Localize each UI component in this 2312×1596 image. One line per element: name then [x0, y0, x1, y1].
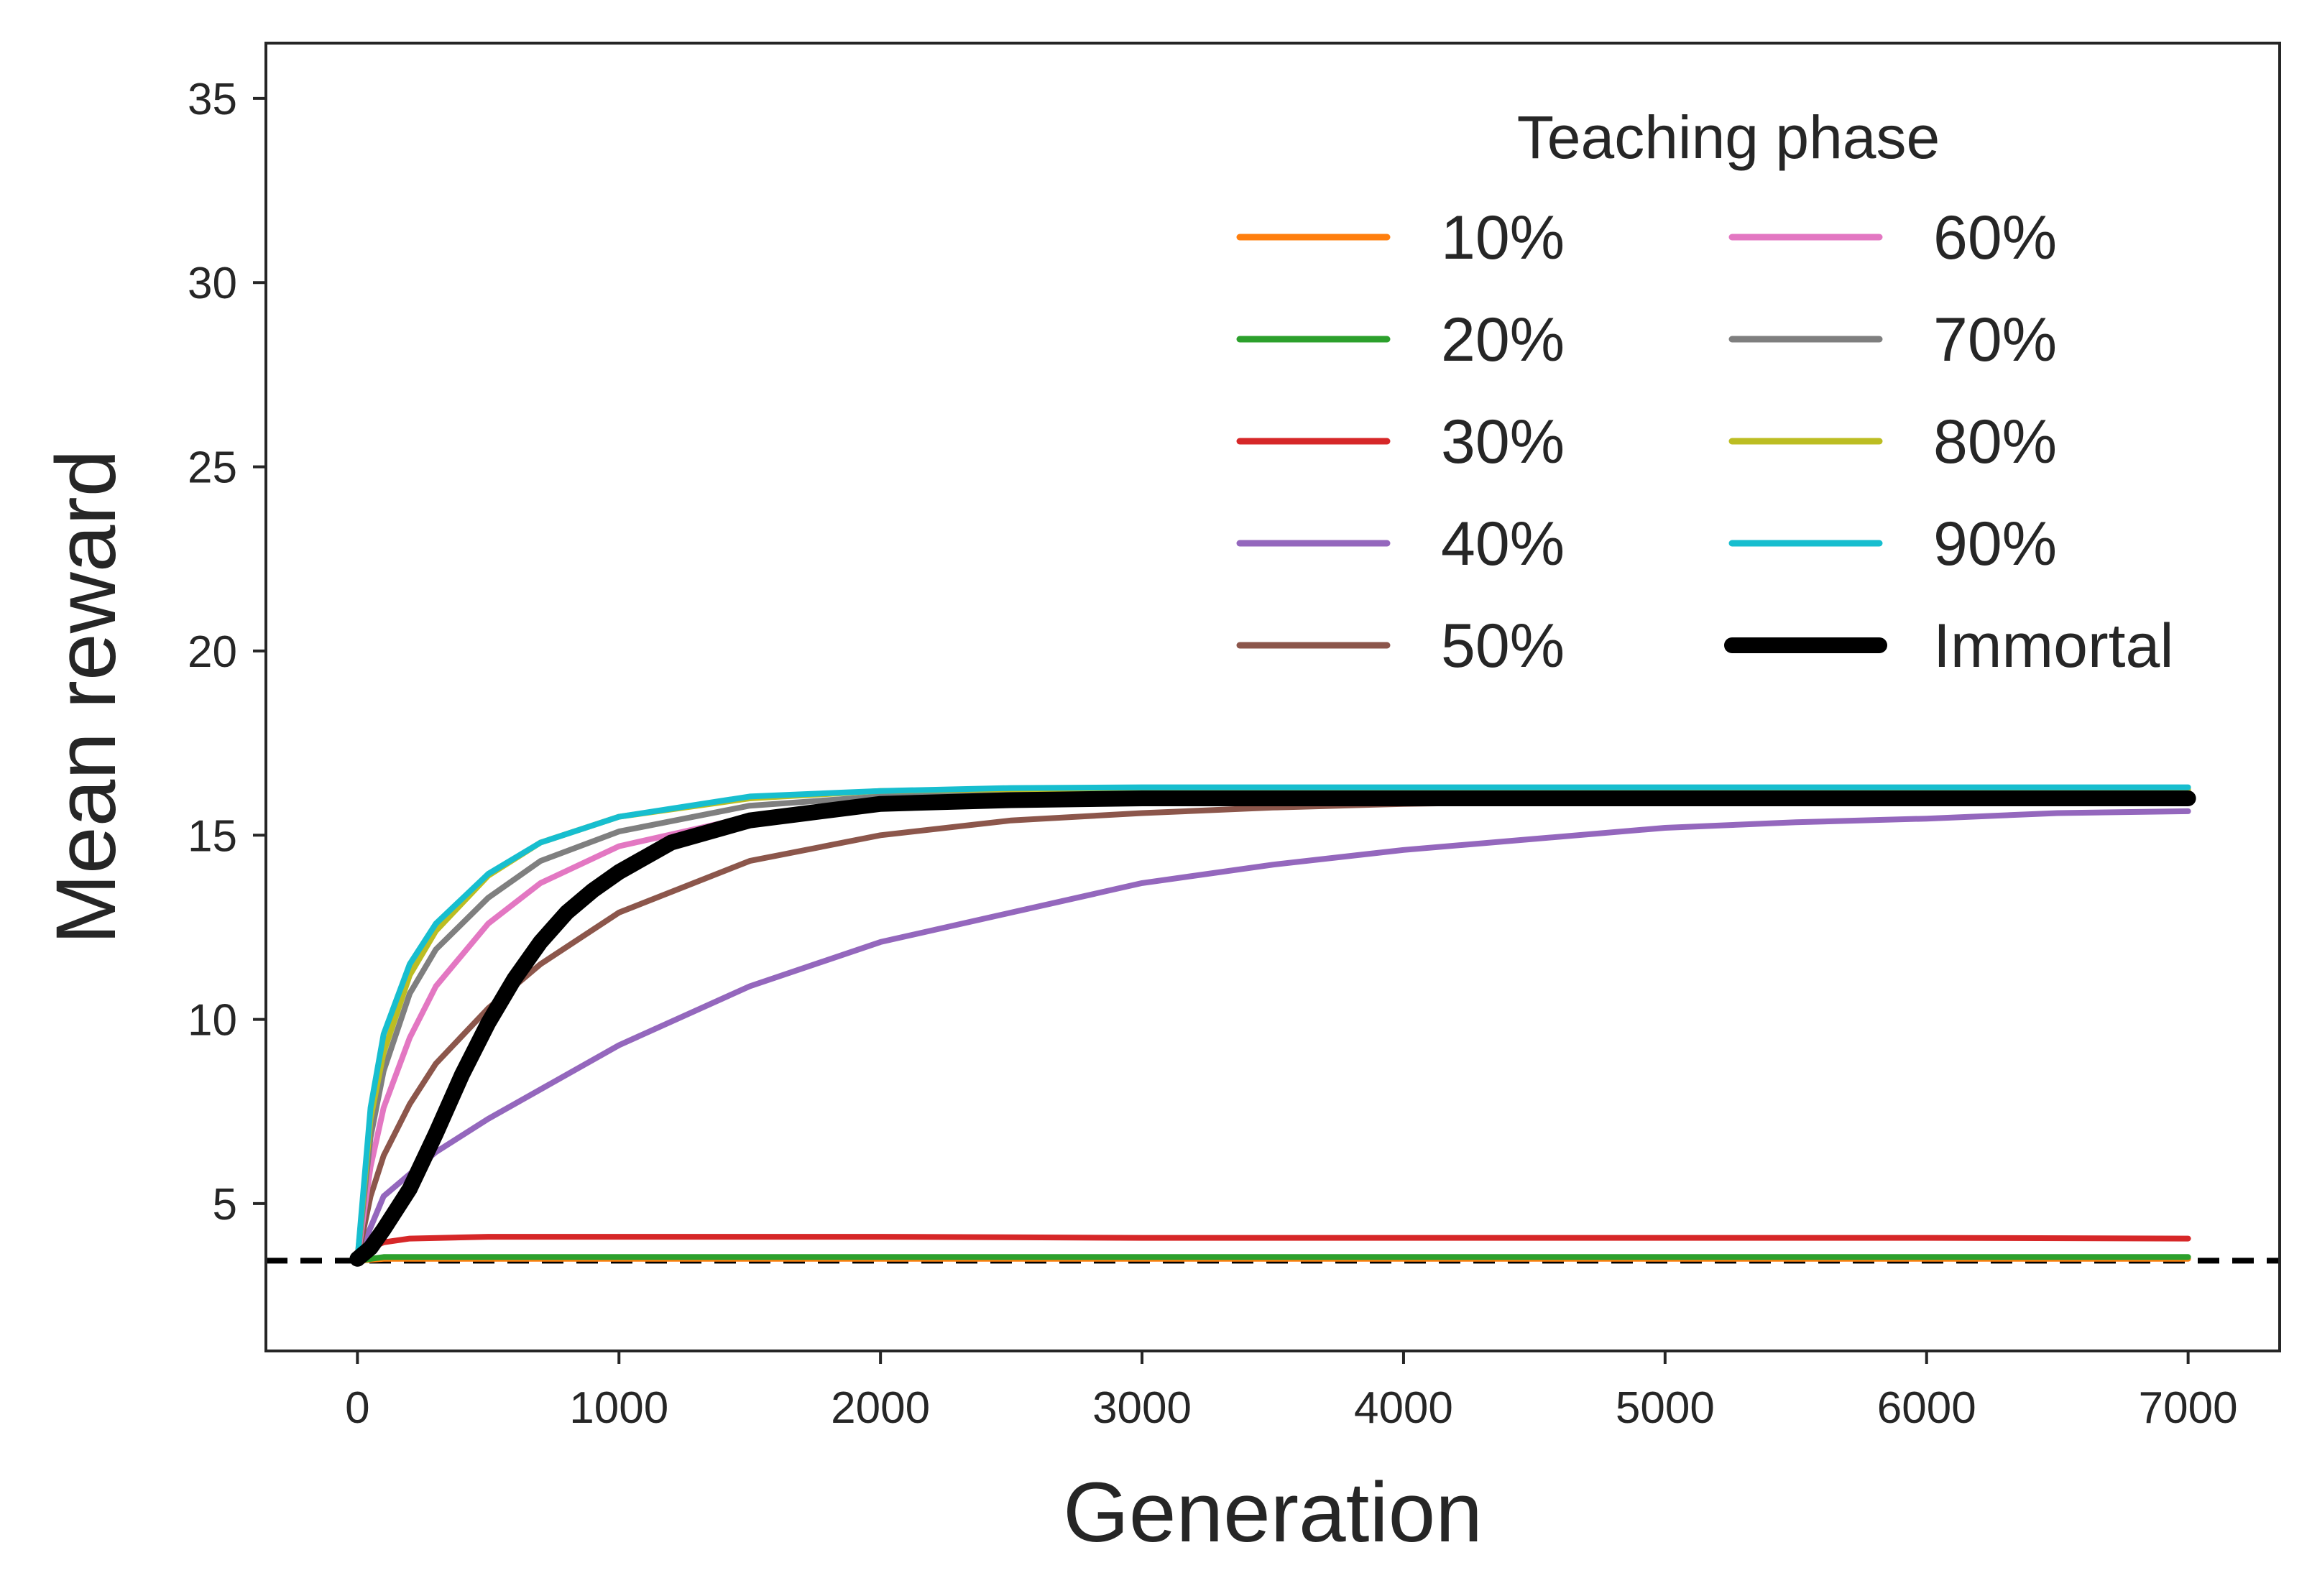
- y-tick-label: 25: [188, 443, 237, 493]
- plot-lines: [266, 784, 2280, 1267]
- legend-label-6: 70%: [1933, 305, 2057, 374]
- y-tick-label: 30: [188, 259, 237, 308]
- series-line-8: [354, 784, 2191, 1262]
- x-axis-label: Generation: [1063, 1465, 1483, 1560]
- y-tick-label: 35: [188, 75, 237, 124]
- legend-title: Teaching phase: [1517, 103, 1940, 171]
- axes: 0 1000 2000 3000 4000 5000 6000 7000 5 10 15 20 25 30…: [188, 42, 2281, 1433]
- y-tick-label: 20: [188, 627, 237, 677]
- legend-label-8: 90%: [1933, 509, 2057, 578]
- legend-label-4: 50%: [1441, 612, 1565, 681]
- legend-label-7: 80%: [1933, 407, 2057, 476]
- legend-label-3: 40%: [1441, 509, 1565, 578]
- series-line-9: [349, 790, 2196, 1267]
- series-group: [266, 784, 2280, 1267]
- legend-label-1: 20%: [1441, 305, 1565, 374]
- x-tick-label: 6000: [1877, 1383, 1976, 1433]
- x-tick-label: 4000: [1354, 1383, 1453, 1433]
- legend-label-5: 60%: [1933, 203, 2057, 272]
- x-tick-label: 1000: [569, 1383, 668, 1433]
- y-axis-label: Mean reward: [39, 450, 134, 945]
- legend-label-9: Immortal: [1933, 612, 2173, 681]
- x-tick-label: 5000: [1616, 1383, 1715, 1433]
- legend-label-0: 10%: [1441, 203, 1565, 272]
- y-tick-label: 5: [213, 1180, 237, 1230]
- legend: Teaching phase 10% 20% 30% 40% 50% 60% 70% 80% 9…: [1236, 103, 2173, 681]
- x-tick-label: 0: [345, 1383, 369, 1433]
- x-tick-label: 3000: [1092, 1383, 1192, 1433]
- x-tick-label: 2000: [831, 1383, 930, 1433]
- y-tick-label: 10: [188, 996, 237, 1046]
- series-line-1: [354, 1254, 2191, 1264]
- y-tick-label: 15: [188, 811, 237, 861]
- legend-label-2: 30%: [1441, 407, 1565, 476]
- x-tick-label: 7000: [2139, 1383, 2238, 1433]
- plot-frame: [264, 42, 2281, 1352]
